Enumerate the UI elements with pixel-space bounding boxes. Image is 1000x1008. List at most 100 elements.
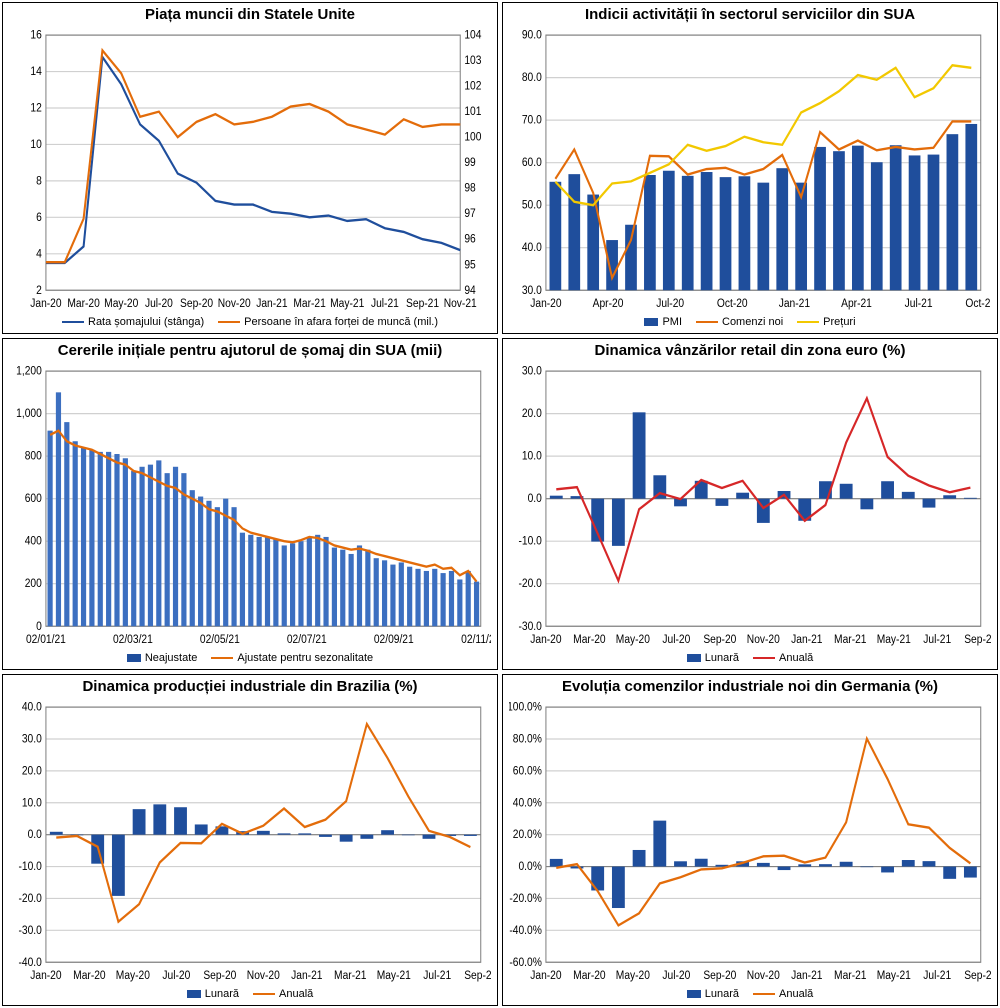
chart5-title: Dinamica producției industriale din Braz… — [3, 675, 497, 698]
svg-text:Sep-20: Sep-20 — [203, 969, 236, 982]
legend-label: Lunară — [705, 988, 739, 1000]
svg-text:-20.0%: -20.0% — [509, 892, 542, 905]
svg-text:100: 100 — [464, 131, 481, 144]
legend-line-swatch — [696, 321, 718, 323]
svg-text:Nov-21: Nov-21 — [444, 297, 477, 310]
legend-item: Lunară — [187, 988, 239, 1000]
panel-services-index: Indicii activității în sectorul servicii… — [502, 2, 998, 334]
svg-text:Jul-20: Jul-20 — [662, 969, 690, 982]
svg-text:02/09/21: 02/09/21 — [374, 633, 414, 646]
svg-text:0.0%: 0.0% — [518, 860, 542, 873]
legend-item: PMI — [644, 316, 682, 328]
svg-text:Sep-20: Sep-20 — [703, 633, 736, 646]
legend-bar-swatch — [644, 318, 658, 326]
svg-text:-10.0: -10.0 — [518, 535, 541, 548]
svg-text:100.0%: 100.0% — [509, 701, 542, 714]
svg-text:May-20: May-20 — [616, 969, 650, 982]
svg-text:400: 400 — [25, 535, 42, 548]
legend-bar-swatch — [687, 654, 701, 662]
svg-text:Jul-21: Jul-21 — [371, 297, 399, 310]
legend-label: Rata șomajului (stânga) — [88, 316, 204, 328]
svg-text:-40.0%: -40.0% — [509, 924, 542, 937]
svg-text:Jan-21: Jan-21 — [791, 633, 822, 646]
legend-item: Anuală — [753, 988, 813, 1000]
legend-item: Anuală — [253, 988, 313, 1000]
svg-text:12: 12 — [30, 101, 41, 114]
chart4-area: -30.0-20.0-10.00.010.020.030.0Jan-20Mar-… — [509, 364, 991, 648]
svg-text:Mar-20: Mar-20 — [573, 969, 605, 982]
svg-text:102: 102 — [464, 80, 481, 93]
panel-euro-retail: Dinamica vânzărilor retail din zona euro… — [502, 338, 998, 670]
chart3-area: 02004006008001,0001,20002/01/2102/03/210… — [9, 364, 491, 648]
panel-labor-market: Piața muncii din Statele Unite 246810121… — [2, 2, 498, 334]
svg-text:Mar-21: Mar-21 — [834, 633, 866, 646]
legend-bar-swatch — [687, 990, 701, 998]
svg-text:-20.0: -20.0 — [18, 892, 41, 905]
svg-text:Sep-21: Sep-21 — [406, 297, 439, 310]
legend-label: Lunară — [705, 652, 739, 664]
svg-text:2: 2 — [36, 284, 42, 297]
chart3-legend: NeajustateAjustate pentru sezonalitate — [3, 649, 497, 669]
svg-text:Oct-20: Oct-20 — [717, 297, 748, 310]
svg-text:Jan-20: Jan-20 — [30, 969, 61, 982]
chart2-title: Indicii activității în sectorul servicii… — [503, 3, 997, 26]
legend-item: Rata șomajului (stânga) — [62, 316, 204, 328]
svg-text:6: 6 — [36, 211, 42, 224]
svg-text:Apr-20: Apr-20 — [593, 297, 624, 310]
svg-text:Jul-21: Jul-21 — [923, 969, 951, 982]
svg-text:99: 99 — [464, 156, 475, 169]
svg-text:Sep-21: Sep-21 — [964, 633, 991, 646]
svg-text:10.0: 10.0 — [22, 796, 42, 809]
legend-label: Prețuri — [823, 316, 855, 328]
svg-text:May-21: May-21 — [877, 633, 911, 646]
svg-text:Jan-20: Jan-20 — [530, 633, 561, 646]
svg-text:104: 104 — [464, 29, 481, 42]
svg-text:40.0%: 40.0% — [513, 796, 542, 809]
svg-text:10.0: 10.0 — [522, 450, 542, 463]
svg-text:Oct-21: Oct-21 — [965, 297, 991, 310]
svg-text:Nov-20: Nov-20 — [218, 297, 251, 310]
svg-text:Sep-21: Sep-21 — [964, 969, 991, 982]
svg-text:90.0: 90.0 — [522, 29, 542, 42]
legend-label: Persoane în afara forței de muncă (mil.) — [244, 316, 438, 328]
svg-text:40.0: 40.0 — [522, 241, 542, 254]
svg-text:Sep-21: Sep-21 — [464, 969, 491, 982]
svg-text:600: 600 — [25, 492, 42, 505]
legend-label: PMI — [662, 316, 682, 328]
legend-item: Anuală — [753, 652, 813, 664]
legend-label: Comenzi noi — [722, 316, 783, 328]
svg-text:May-21: May-21 — [877, 969, 911, 982]
svg-text:1,000: 1,000 — [16, 407, 42, 420]
svg-text:0: 0 — [36, 620, 42, 633]
svg-text:14: 14 — [30, 65, 41, 78]
chart2-area: 30.040.050.060.070.080.090.0Jan-20Apr-20… — [509, 28, 991, 312]
legend-bar-swatch — [127, 654, 141, 662]
svg-text:95: 95 — [464, 258, 475, 271]
legend-line-swatch — [753, 657, 775, 659]
svg-text:-30.0: -30.0 — [518, 620, 541, 633]
legend-item: Persoane în afara forței de muncă (mil.) — [218, 316, 438, 328]
svg-text:80.0: 80.0 — [522, 71, 542, 84]
legend-line-swatch — [797, 321, 819, 323]
svg-text:80.0%: 80.0% — [513, 732, 542, 745]
svg-text:Mar-20: Mar-20 — [67, 297, 99, 310]
svg-text:20.0: 20.0 — [522, 407, 542, 420]
legend-line-swatch — [753, 993, 775, 995]
svg-text:70.0: 70.0 — [522, 114, 542, 127]
svg-text:0.0: 0.0 — [528, 492, 542, 505]
svg-text:200: 200 — [25, 577, 42, 590]
legend-item: Prețuri — [797, 316, 855, 328]
svg-text:Jan-21: Jan-21 — [291, 969, 322, 982]
legend-line-swatch — [253, 993, 275, 995]
legend-line-swatch — [62, 321, 84, 323]
svg-text:Apr-21: Apr-21 — [841, 297, 872, 310]
legend-line-swatch — [211, 657, 233, 659]
chart6-title: Evoluția comenzilor industriale noi din … — [503, 675, 997, 698]
svg-text:96: 96 — [464, 233, 475, 246]
svg-text:50.0: 50.0 — [522, 199, 542, 212]
svg-text:103: 103 — [464, 54, 481, 67]
svg-text:02/11/21: 02/11/21 — [461, 633, 491, 646]
svg-text:Nov-20: Nov-20 — [247, 969, 280, 982]
svg-text:02/07/21: 02/07/21 — [287, 633, 327, 646]
chart3-title: Cererile inițiale pentru ajutorul de șom… — [3, 339, 497, 362]
